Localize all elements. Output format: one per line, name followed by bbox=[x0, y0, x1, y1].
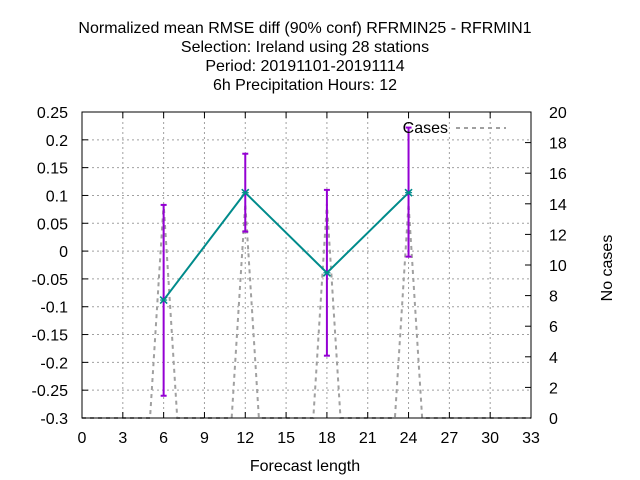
x-axis-label: Forecast length bbox=[250, 458, 360, 475]
x-tick-label: 30 bbox=[481, 430, 499, 447]
chart-title-line-2: Selection: Ireland using 28 stations bbox=[181, 39, 429, 56]
x-tick-label: 9 bbox=[200, 430, 209, 447]
rmse-diff-line bbox=[162, 191, 410, 301]
y-tick-label: -0.1 bbox=[40, 300, 68, 317]
y-tick-label: -0.25 bbox=[32, 383, 69, 400]
y-tick-label: 0.25 bbox=[37, 105, 68, 122]
y2-tick-label: 16 bbox=[549, 166, 567, 183]
chart-title-line-1: Normalized mean RMSE diff (90% conf) RFR… bbox=[78, 20, 531, 37]
y2-tick-label: 14 bbox=[549, 197, 567, 214]
y2-axis-label: No cases bbox=[599, 235, 616, 302]
cases-series bbox=[82, 203, 531, 419]
y2-tick-label: 0 bbox=[549, 411, 558, 428]
x-tick-label: 33 bbox=[522, 430, 540, 447]
x-tick-label: 12 bbox=[236, 430, 254, 447]
y2-tick-label: 8 bbox=[549, 289, 558, 306]
y-tick-label: 0.05 bbox=[37, 216, 68, 233]
rmse-diff-series bbox=[159, 126, 413, 397]
y2-tick-label: 20 bbox=[549, 105, 567, 122]
grid bbox=[82, 112, 531, 418]
y2-tick-label: 10 bbox=[549, 258, 567, 275]
data-point-marker bbox=[241, 188, 250, 197]
x-tick-label: 6 bbox=[159, 430, 168, 447]
y2-tick-label: 6 bbox=[549, 319, 558, 336]
x-axis-ticks: 0 3 6 9 12 15 18 21 24 27 30 33 bbox=[78, 112, 540, 447]
x-tick-label: 24 bbox=[400, 430, 418, 447]
y-tick-label: -0.2 bbox=[40, 355, 68, 372]
legend-label-cases: Cases bbox=[403, 120, 448, 137]
data-point-marker bbox=[159, 295, 168, 305]
y-axis-ticks: -0.3 -0.25 -0.2 -0.15 -0.1 -0.05 0 0.05 0.1 0.15 0… bbox=[32, 105, 88, 428]
x-tick-label: 15 bbox=[277, 430, 295, 447]
y-tick-label: -0.05 bbox=[32, 272, 69, 289]
y-tick-label: 0.15 bbox=[37, 161, 68, 178]
y-tick-label: -0.3 bbox=[40, 411, 68, 428]
y-tick-label: 0.1 bbox=[46, 188, 68, 205]
x-tick-label: 21 bbox=[359, 430, 377, 447]
x-tick-label: 0 bbox=[78, 430, 87, 447]
y-tick-label: -0.15 bbox=[32, 328, 69, 345]
data-point-marker bbox=[404, 188, 413, 197]
y2-axis-ticks: 0 2 4 6 8 10 12 14 16 18 20 bbox=[525, 105, 567, 428]
y2-tick-label: 4 bbox=[549, 350, 558, 367]
data-point-marker bbox=[322, 268, 331, 277]
chart-title-line-3: Period: 20191101-20191114 bbox=[205, 58, 404, 75]
chart-title-line-4: 6h Precipitation Hours: 12 bbox=[213, 77, 397, 94]
x-tick-label: 27 bbox=[440, 430, 458, 447]
y2-tick-label: 2 bbox=[549, 380, 558, 397]
y2-tick-label: 12 bbox=[549, 227, 567, 244]
x-tick-label: 3 bbox=[118, 430, 127, 447]
y-tick-label: 0.2 bbox=[46, 133, 68, 150]
plot-border bbox=[81, 111, 532, 419]
x-tick-label: 18 bbox=[318, 430, 336, 447]
plot-frame bbox=[81, 111, 532, 419]
y-tick-label: 0 bbox=[59, 244, 68, 261]
legend: Cases bbox=[403, 120, 506, 137]
y2-tick-label: 18 bbox=[549, 136, 567, 153]
cases-line bbox=[82, 203, 531, 419]
chart-title: Normalized mean RMSE diff (90% conf) RFR… bbox=[78, 20, 531, 94]
